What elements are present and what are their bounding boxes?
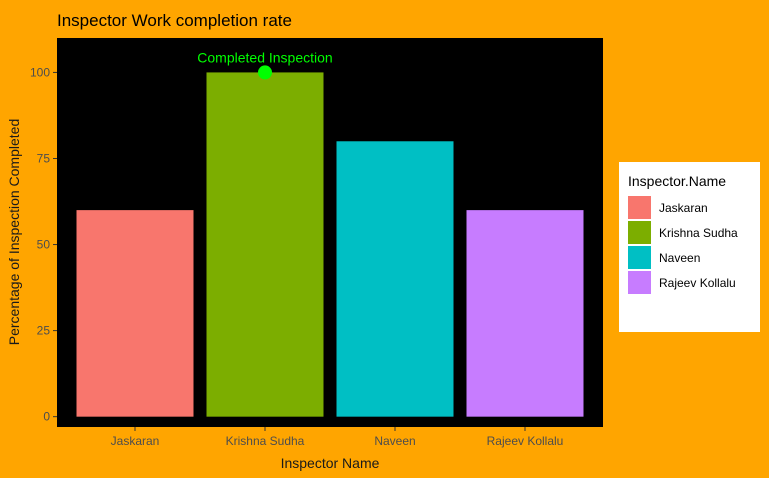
legend: Inspector.Name Jaskaran Krishna Sudha Nave… [619, 162, 760, 332]
y-tick-label: 100 [30, 65, 50, 79]
annotation-label: Completed Inspection [197, 49, 332, 65]
legend-label: Jaskaran [659, 201, 708, 215]
x-tick-label: Jaskaran [111, 434, 160, 448]
x-tick-label: Krishna Sudha [226, 434, 305, 448]
legend-swatch [628, 271, 651, 294]
legend-label: Naveen [659, 251, 700, 265]
y-tick-label: 50 [37, 238, 51, 252]
x-tick-label: Rajeev Kollalu [487, 434, 564, 448]
legend-swatch [628, 221, 651, 244]
x-axis-title: Inspector Name [281, 455, 380, 471]
y-tick-label: 25 [37, 324, 51, 338]
legend-label: Krishna Sudha [659, 226, 738, 240]
legend-title: Inspector.Name [628, 173, 726, 189]
legend-swatch [628, 196, 651, 219]
legend-swatch [628, 246, 651, 269]
bar-naveen [336, 141, 454, 417]
x-tick-label: Naveen [374, 434, 415, 448]
bar-krishna-sudha [206, 72, 324, 417]
legend-label: Rajeev Kollalu [659, 276, 736, 290]
x-axis: Jaskaran Krishna Sudha Naveen Rajeev Kollal… [111, 427, 564, 448]
bar-rajeev-kollalu [466, 210, 584, 417]
y-tick-label: 75 [37, 151, 51, 165]
y-axis-title: Percentage of Inspection Completed [6, 119, 22, 345]
legend-items: Jaskaran Krishna Sudha Naveen Rajeev Kollal… [628, 196, 738, 294]
bar-jaskaran [76, 210, 194, 417]
annotation: Completed Inspection [197, 49, 333, 80]
chart-title: Inspector Work completion rate [57, 11, 292, 30]
bars [76, 72, 584, 417]
y-axis: 0 25 50 75 100 [30, 65, 57, 424]
annotation-point [258, 65, 272, 80]
y-tick-label: 0 [43, 410, 50, 424]
